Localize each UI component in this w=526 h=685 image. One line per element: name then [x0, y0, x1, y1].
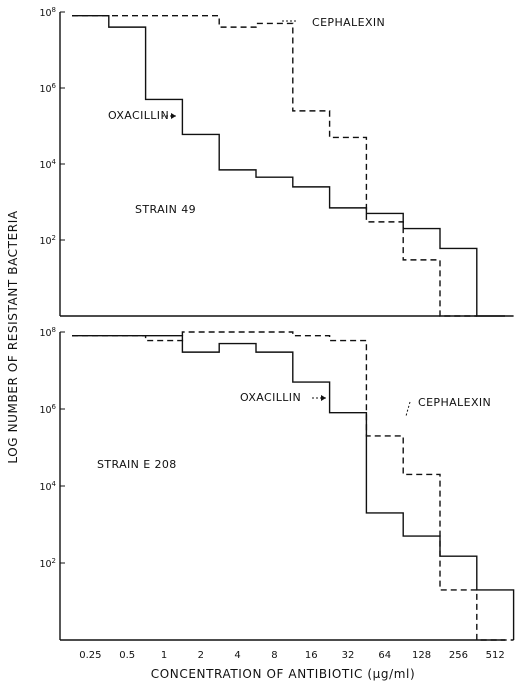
cephalexin-pointer: [405, 401, 411, 417]
y-tick-label: 106: [39, 82, 56, 95]
panels: 102 104 106 108 OXACILLIN CEPHALEXIN STRAIN 49…: [39, 6, 515, 661]
y-tick-label: 106: [39, 403, 56, 416]
x-tick-label: 0.5: [119, 650, 135, 661]
y-axis-label: LOG NUMBER OF RESISTANT BACTERIA: [6, 210, 20, 463]
chart-panel-2: 102 104 106 108 0.25 0.5 1 2 4 8 16 32 64 128 256 512 OX…: [39, 326, 515, 661]
strain-label: STRAIN 49: [135, 203, 196, 216]
x-tick-label: 128: [412, 650, 431, 661]
x-tick-label: 256: [449, 650, 468, 661]
x-tick-label: 8: [271, 650, 277, 661]
y-tick-label: 108: [39, 326, 56, 339]
y-tick-label: 104: [39, 480, 56, 493]
x-axis-label: CONCENTRATION OF ANTIBIOTIC (µg/ml): [151, 667, 415, 681]
cephalexin-series-line: [72, 331, 514, 641]
y-tick-label: 104: [39, 158, 56, 171]
x-tick-label: 32: [342, 650, 355, 661]
oxacillin-arrow-head: [171, 113, 176, 119]
x-tick-label: 64: [378, 650, 391, 661]
y-tick-label: 102: [39, 234, 56, 247]
x-tick-label: 1: [161, 650, 167, 661]
cephalexin-series-line: [72, 14, 477, 317]
chart-panel-1: 102 104 106 108 OXACILLIN CEPHALEXIN STRAIN 49: [39, 6, 514, 317]
oxacillin-arrow-head: [321, 395, 326, 401]
oxacillin-label: OXACILLIN: [240, 391, 301, 404]
x-tick-label: 4: [234, 650, 240, 661]
oxacillin-series-line: [72, 14, 514, 317]
cephalexin-label: CEPHALEXIN: [312, 16, 385, 29]
oxacillin-label: OXACILLIN: [108, 109, 169, 122]
x-tick-label: 0.25: [79, 650, 101, 661]
oxacillin-series-line: [72, 335, 515, 640]
x-tick-label: 512: [486, 650, 505, 661]
x-tick-label: 2: [198, 650, 204, 661]
y-tick-label: 102: [39, 557, 56, 570]
cephalexin-label: CEPHALEXIN: [418, 396, 491, 409]
strain-label: STRAIN E 208: [97, 458, 177, 471]
x-tick-label: 16: [305, 650, 318, 661]
y-tick-label: 108: [39, 6, 56, 19]
